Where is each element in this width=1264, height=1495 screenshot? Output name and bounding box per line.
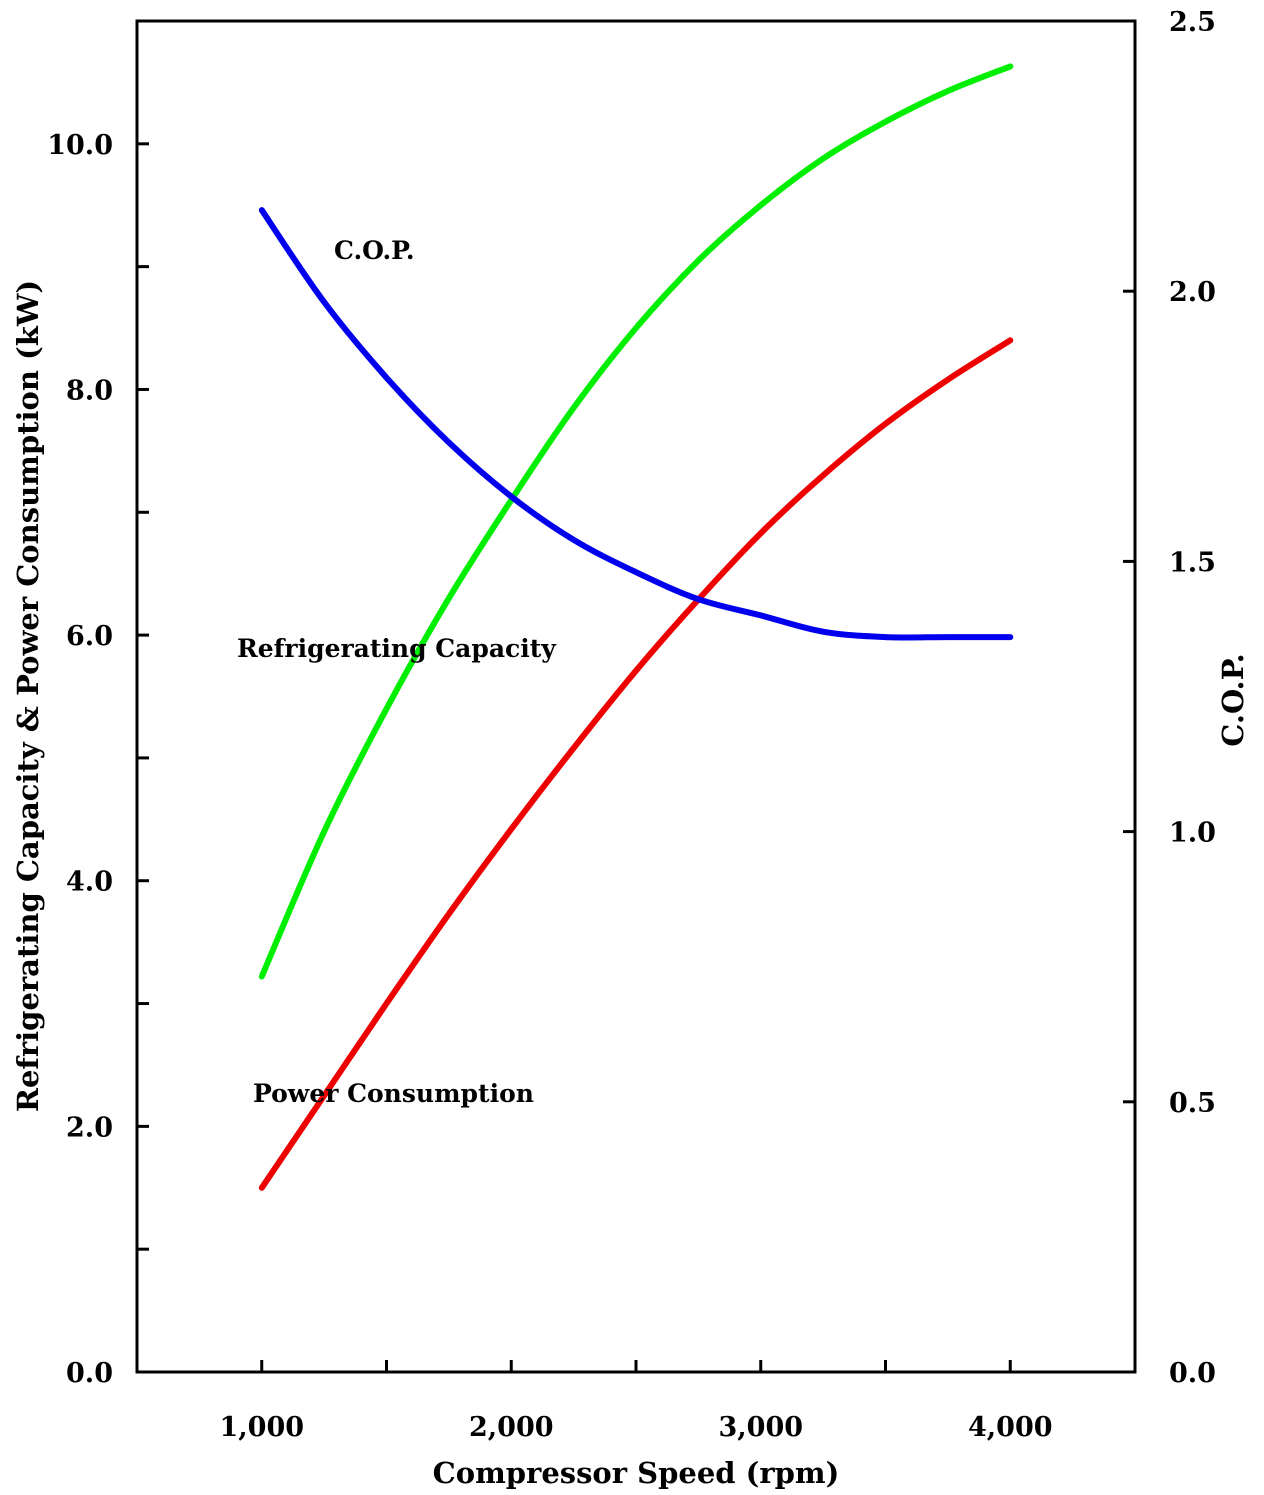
- x-tick-label: 1,000: [219, 1412, 304, 1443]
- series-line-c-o-p: [258, 207, 1014, 641]
- annotation-power-consumption: Power Consumption: [253, 1079, 534, 1108]
- y-axis-left-title: Refrigerating Capacity & Power Consumpti…: [11, 280, 45, 1112]
- y-right-tick-label: 1.0: [1169, 818, 1216, 849]
- y-right-tick-label: 2.0: [1169, 277, 1216, 308]
- series-line-power-consumption: [258, 337, 1014, 1191]
- x-tick-label: 2,000: [469, 1412, 554, 1443]
- y-right-tick-label: 2.5: [1169, 7, 1216, 38]
- y-axis-right-title: C.O.P.: [1216, 653, 1250, 746]
- y-left-tick-label: 6.0: [66, 621, 113, 652]
- x-tick-label: 3,000: [718, 1412, 803, 1443]
- series-layer: [258, 63, 1014, 1191]
- annotation-refrigerating-capacity: Refrigerating Capacity: [237, 634, 557, 663]
- ticks-layer: [137, 19, 1135, 1374]
- plot-frame: [135, 19, 1137, 1374]
- y-right-tick-label: 0.0: [1169, 1358, 1216, 1389]
- labels-layer: 1,000 2,000 3,000 4,000 0.0 2.0 4.0 6.0 8.0 10.0 0…: [47, 7, 1216, 1443]
- y-left-tick-label: 4.0: [66, 867, 113, 898]
- y-right-tick-label: 1.5: [1169, 547, 1216, 578]
- x-axis-title: Compressor Speed (rpm): [433, 1456, 840, 1490]
- y-left-tick-label: 2.0: [66, 1112, 113, 1143]
- y-left-tick-label: 10.0: [47, 130, 113, 161]
- x-tick-label: 4,000: [968, 1412, 1053, 1443]
- series-line-refrigerating-capacity: [258, 63, 1014, 980]
- y-left-tick-label: 8.0: [66, 375, 113, 406]
- annotation-cop: C.O.P.: [334, 236, 415, 265]
- y-left-tick-label: 0.0: [66, 1358, 113, 1389]
- y-right-tick-label: 0.5: [1169, 1088, 1216, 1119]
